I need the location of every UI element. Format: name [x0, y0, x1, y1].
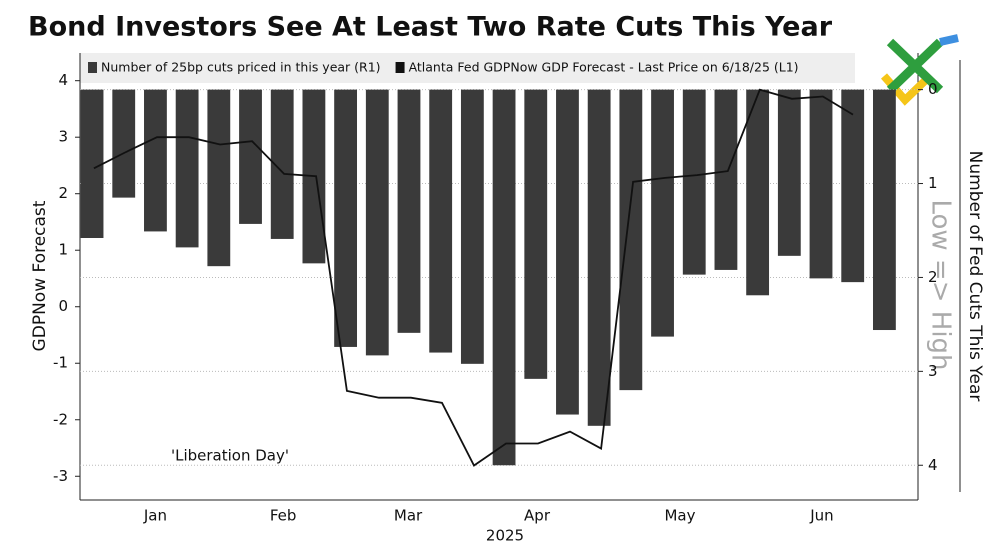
logo	[880, 34, 959, 106]
bar	[746, 89, 770, 296]
y2-tick-label: 2	[928, 268, 938, 286]
bar	[556, 89, 579, 415]
y-tick-label: 3	[58, 128, 68, 146]
y-tick-label: -1	[53, 354, 68, 372]
y-tick-label: -2	[53, 410, 68, 428]
bar	[334, 89, 358, 347]
chart-title: Bond Investors See At Least Two Rate Cut…	[28, 12, 833, 43]
bar	[841, 89, 865, 283]
legend-label: Number of 25bp cuts priced in this year …	[101, 60, 381, 75]
bar	[429, 89, 453, 353]
bar	[239, 89, 262, 224]
x-tick-label: Jun	[809, 507, 833, 525]
y2-tick-label: 0	[928, 80, 938, 98]
bar	[492, 89, 516, 466]
y-tick-label: 1	[58, 241, 68, 259]
bar	[175, 89, 199, 248]
bar	[651, 89, 674, 337]
bar	[144, 89, 167, 232]
bar	[207, 89, 231, 267]
x-tick-label: Mar	[394, 507, 423, 525]
bar	[112, 89, 136, 198]
y2-tick-label: 1	[928, 174, 938, 192]
bar	[872, 89, 896, 331]
y-axis-title: GDPNow Forecast	[30, 200, 50, 351]
y-tick-label: 2	[58, 184, 68, 202]
legend-label: Atlanta Fed GDPNow GDP Forecast - Last P…	[409, 60, 799, 75]
bar	[397, 89, 421, 333]
y2-tick-label: 3	[928, 362, 938, 380]
y-tick-label: -3	[53, 467, 68, 485]
x-tick-label: May	[664, 507, 695, 525]
bar	[714, 89, 738, 270]
line	[93, 88, 854, 467]
bar	[682, 89, 706, 275]
x-tick-label: Feb	[270, 507, 297, 525]
bar	[809, 89, 833, 279]
bar	[619, 89, 643, 391]
legend-swatch	[395, 62, 405, 73]
y-tick-label: 4	[58, 71, 68, 89]
bar	[524, 89, 548, 379]
x-tick-label: Apr	[524, 507, 551, 525]
x-tick-label: Jan	[143, 507, 167, 525]
bar	[587, 89, 611, 426]
bar	[777, 89, 801, 256]
bar	[365, 89, 389, 356]
bar	[460, 89, 484, 364]
y2-axis-title: Number of Fed Cuts This Year	[965, 151, 985, 402]
legend-box	[80, 53, 855, 83]
legend-swatch	[88, 62, 97, 73]
bar	[270, 89, 294, 239]
y-tick-label: 0	[58, 297, 68, 315]
bar	[80, 89, 104, 238]
y2-tick-label: 4	[928, 456, 938, 474]
annotation: Low => High	[926, 199, 956, 370]
x-axis-title: 2025	[486, 527, 524, 545]
annotation: 'Liberation Day'	[171, 447, 289, 465]
